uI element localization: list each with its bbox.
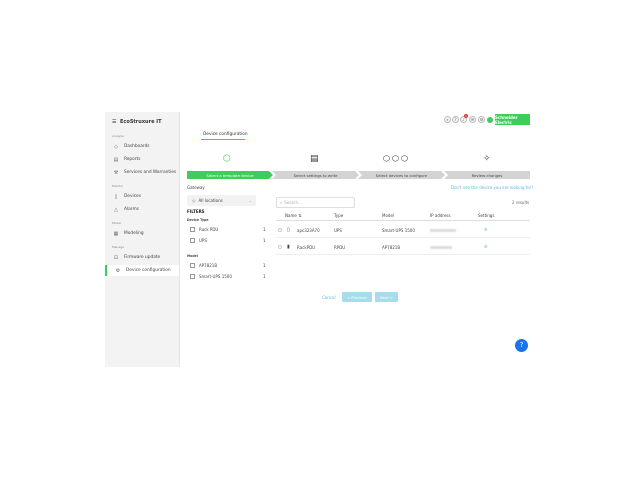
document-icon: ▤ [113,156,119,163]
filter-label: AP7821B [199,263,218,268]
step-select-settings: Select settings to write [272,171,359,179]
template-device-icon: ⬡ [223,154,231,164]
next-button[interactable]: Next > [375,292,398,302]
app-logo: EcoStruxure IT [120,119,162,125]
gear-icon: ⚙ [115,267,121,274]
cancel-button[interactable]: Cancel [322,295,336,300]
ups-icon: ▯ [287,227,290,233]
gateway-label: Gateway [187,185,205,190]
device-type-label: Device Type [187,218,209,222]
step-review: Review changes [444,171,530,179]
sidebar-item-reports[interactable]: ▤ Reports [105,154,179,165]
chevron-down-icon: ⌄ [248,198,252,203]
row-radio[interactable] [278,228,282,232]
help-link[interactable]: Don't see the device you are looking for… [451,185,534,190]
gateway-select[interactable]: ◎ All locations ⌄ [187,195,256,206]
help-fab-icon[interactable]: ? [515,339,528,352]
divider [276,220,530,221]
cell-type: UPS [334,228,342,233]
sidebar-item-label: Alarms [124,207,139,212]
sidebar-item-alarms[interactable]: △ Alarms [105,204,179,215]
cell-ip-blurred [430,246,452,249]
cell-type: RPDU [334,245,346,250]
cell-model: AP7821B [382,245,401,250]
tools-icon: ⚒ [113,169,119,176]
filter-count: 1 [263,238,266,243]
cell-model: Smart-UPS 1500 [382,228,415,233]
column-ip[interactable]: IP address [430,213,451,218]
cell-name: apc323A70 [297,228,320,233]
location-icon: ◎ [192,198,196,203]
sidebar: ☰ EcoStruxure IT Analyze ◇ Dashboards ▤ Re… [105,112,180,367]
modeling-icon: ▦ [113,230,119,237]
cell-name: RackPDU [297,245,316,250]
rack-pdu-icon: ▮ [287,244,290,250]
table-row[interactable] [276,221,530,238]
filter-count: 1 [263,274,266,279]
sidebar-item-label: Reports [124,157,141,162]
menu-icon[interactable]: ☰ [112,119,117,125]
cell-ip-blurred [430,229,456,232]
sidebar-item-label: Device configuration [126,268,171,273]
eye-icon: ◇ [114,143,118,150]
search-icon[interactable]: ⌕ [444,116,451,123]
column-model[interactable]: Model [382,213,395,218]
section-monitor: Monitor [112,184,124,188]
device-icon: ▯ [114,193,118,200]
filters-title: FILTERS [187,209,205,214]
search-icon: ⌕ [280,200,283,205]
filter-label: Rack PDU [199,227,219,232]
checkbox-rack-pdu[interactable] [190,227,195,232]
settings-icon[interactable]: ⚙ [484,244,488,249]
devices-icon: ⬡⬡⬡ [383,154,410,163]
sidebar-item-services[interactable]: ⚒ Services and Warranties [105,167,179,178]
checkbox-smart-ups[interactable] [190,274,195,279]
section-manage: Manage [112,245,124,249]
sidebar-item-modeling[interactable]: ▦ Modeling [105,228,179,239]
sidebar-item-devices[interactable]: ▯ Devices [105,191,179,202]
table-row[interactable] [276,238,530,255]
filter-count: 1 [263,227,266,232]
checkbox-ap7821b[interactable] [190,263,195,268]
settings-icon[interactable]: ⚙ [484,227,488,232]
sidebar-item-label: Dashboards [124,144,150,149]
chat-icon[interactable]: ✉ [469,116,476,123]
column-type[interactable]: Type [334,213,344,218]
magic-wand-icon: ✧ [483,154,491,164]
bell-icon[interactable]: ♪ [460,116,467,123]
column-settings: Settings [478,213,495,218]
step-select-devices: Select devices to configure [358,171,445,179]
filter-count: 1 [263,263,266,268]
tab-device-configuration[interactable]: Device configuration [203,132,248,137]
sidebar-item-device-configuration[interactable]: ⚙ Device configuration [105,265,179,276]
filter-label: Smart-UPS 1500 [199,274,232,279]
document-icon: ▤ [310,154,319,164]
previous-button[interactable]: < Previous [342,292,372,302]
sidebar-item-label: Devices [124,194,141,199]
user-avatar[interactable] [487,117,493,123]
search-input[interactable]: ⌕ Search... [276,197,355,208]
filter-label: UPS [199,238,207,243]
sidebar-item-label: Services and Warranties [124,170,177,175]
sidebar-item-label: Modeling [124,231,144,236]
model-label: Model [187,254,198,258]
tab-underline [201,139,245,140]
section-analyze: Analyze [112,134,124,138]
section-model: Model [112,221,122,225]
firmware-icon: ⊡ [113,254,119,261]
results-count: 2 results [512,200,530,205]
row-radio[interactable] [278,245,282,249]
column-name[interactable]: Name ⇅ [285,213,302,218]
notification-badge: 1 [464,114,468,118]
sidebar-item-label: Firmware update [124,255,161,260]
step-select-template: Select a template device [187,171,273,179]
checkbox-ups[interactable] [190,238,195,243]
settings-icon[interactable]: ⚙ [478,116,485,123]
brand-logo: Schneider Electric [495,114,530,125]
help-icon[interactable]: ? [452,116,459,123]
alarm-icon: △ [114,206,118,213]
sidebar-item-firmware[interactable]: ⊡ Firmware update [105,252,179,263]
sidebar-item-dashboards[interactable]: ◇ Dashboards [105,141,179,152]
